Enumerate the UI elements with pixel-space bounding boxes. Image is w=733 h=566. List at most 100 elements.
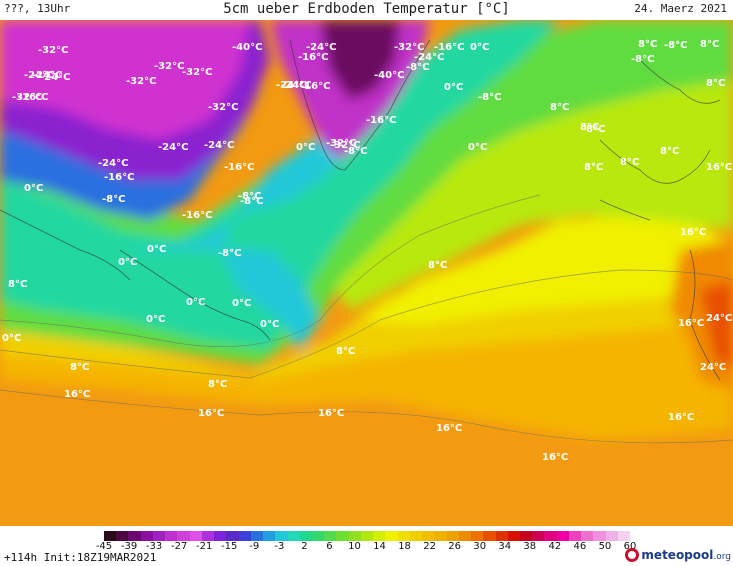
temperature-label: -32°C xyxy=(394,42,424,53)
temperature-label: -24°C xyxy=(158,142,188,153)
scale-tick-label: -33 xyxy=(145,541,163,552)
color-swatch xyxy=(409,531,423,541)
color-swatch xyxy=(458,531,472,541)
init-time-label: +114h Init:18Z19MAR2021 xyxy=(4,551,157,564)
temperature-label: -24°C xyxy=(306,42,336,53)
color-swatch xyxy=(263,531,276,541)
scale-tick-label: 22 xyxy=(423,541,436,552)
color-swatch xyxy=(581,531,594,541)
temperature-label: 0°C xyxy=(468,142,487,153)
color-swatch xyxy=(373,531,386,541)
color-swatch xyxy=(532,531,545,541)
color-swatch xyxy=(311,531,325,541)
temperature-label: -24°C xyxy=(98,158,128,169)
temperature-label: 8°C xyxy=(428,260,447,271)
color-swatch xyxy=(250,531,264,541)
color-swatch xyxy=(140,531,153,541)
forecast-date: 24. Maerz 2021 xyxy=(634,2,727,15)
color-swatch xyxy=(422,531,435,541)
temperature-label: 8°C xyxy=(706,78,725,89)
color-swatch xyxy=(128,531,141,541)
color-swatch xyxy=(495,531,508,541)
color-swatch xyxy=(434,531,447,541)
logo-text: meteopool.org xyxy=(641,548,731,562)
temperature-label: -24°C xyxy=(204,140,234,151)
scale-tick-label: 50 xyxy=(598,541,612,552)
color-swatch xyxy=(116,531,129,541)
temperature-label: -32°C xyxy=(330,140,360,151)
temperature-label: -32°C xyxy=(126,76,156,87)
temperature-label: 8°C xyxy=(700,39,719,50)
scale-tick-label: 10 xyxy=(348,541,361,552)
temperature-label: 16°C xyxy=(318,408,344,419)
temperature-label: 24°C xyxy=(700,362,726,373)
color-swatch xyxy=(446,531,459,541)
temperature-label: -32°C xyxy=(208,102,238,113)
band-10 xyxy=(360,215,733,325)
temperature-label: 0°C xyxy=(444,82,463,93)
temperature-label: -8°C xyxy=(240,196,263,207)
color-swatch xyxy=(605,531,618,541)
band-minus33 xyxy=(0,20,250,140)
meteopool-logo[interactable]: meteopool.org xyxy=(625,546,731,564)
temperature-label: 0°C xyxy=(186,297,205,308)
scale-tick-label: 30 xyxy=(473,541,487,552)
band-8 xyxy=(280,60,733,310)
logo-suffix: .org xyxy=(713,552,731,562)
color-scale-bar xyxy=(104,531,631,541)
color-swatch xyxy=(593,531,606,541)
header-bar: ???, 13Uhr 5cm ueber Erdboden Temperatur… xyxy=(0,0,733,20)
band-europe-hot xyxy=(700,280,733,370)
coastlines xyxy=(0,39,721,381)
scale-tick-label: 38 xyxy=(523,541,537,552)
map-title: 5cm ueber Erdboden Temperatur [°C] xyxy=(223,1,510,17)
temperature-map[interactable]: -32°C -40°C -24°C -32°C-24°C0°C-8°C-8°C8°C 8… xyxy=(0,20,733,526)
temperature-label: -8°C xyxy=(631,54,654,65)
scale-tick-label: 6 xyxy=(326,541,333,552)
scale-tick-label: -9 xyxy=(249,541,260,552)
temperature-label: -8°C xyxy=(238,191,261,202)
scale-tick-label: -39 xyxy=(120,541,138,552)
scale-tick-label: 26 xyxy=(448,541,462,552)
temperature-label: -24°C xyxy=(281,80,311,91)
temperature-label: -16°C xyxy=(224,162,254,173)
temperature-label: 8°C xyxy=(208,379,227,390)
temperature-label: 8°C xyxy=(620,157,639,168)
temperature-label: 8°C xyxy=(660,146,679,157)
temperature-label: 0°C xyxy=(260,319,279,330)
scale-tick-label: 14 xyxy=(373,541,386,552)
color-swatch xyxy=(348,531,361,541)
temperature-label: 16°C xyxy=(678,318,704,329)
temperature-label: -24°C xyxy=(40,72,70,83)
band-greenland-core xyxy=(320,20,400,100)
scale-tick-label: -21 xyxy=(196,541,213,552)
forecast-time-label: ???, 13Uhr xyxy=(4,2,71,15)
temperature-label: 16°C xyxy=(198,408,224,419)
temperature-label: 8°C xyxy=(550,102,569,113)
temperature-label: 16°C xyxy=(680,227,706,238)
color-swatch xyxy=(568,531,582,541)
scale-tick-label: 60 xyxy=(623,541,637,552)
color-swatch xyxy=(287,531,300,541)
temperature-label: -32°C xyxy=(182,67,212,78)
color-swatch xyxy=(544,531,557,541)
temperature-label: 8°C xyxy=(584,162,603,173)
temperature-label: -16°C xyxy=(366,115,396,126)
color-swatch xyxy=(556,531,569,541)
temperature-label: 8°C xyxy=(580,122,599,133)
temperature-label: 0°C xyxy=(470,42,489,53)
color-swatch xyxy=(275,531,288,541)
scale-tick-label: 18 xyxy=(398,541,411,552)
temperature-label: 16°C xyxy=(668,412,694,423)
color-swatch xyxy=(152,531,166,541)
scale-tick-label: 34 xyxy=(498,541,512,552)
footer-bar: -45 -39 -33 -27 -21 -15 -9 -3 2 6 10 14 18 22 26 30 34 38… xyxy=(0,526,733,566)
temperature-label: -32°C xyxy=(326,138,356,149)
color-swatch xyxy=(214,531,227,541)
temperature-label: -24°C xyxy=(414,52,444,63)
temperature-label: -16°C xyxy=(298,52,328,63)
temperature-label: 0°C xyxy=(118,257,137,268)
color-swatch xyxy=(507,531,520,541)
logo-icon xyxy=(625,548,640,562)
color-swatch xyxy=(385,531,398,541)
